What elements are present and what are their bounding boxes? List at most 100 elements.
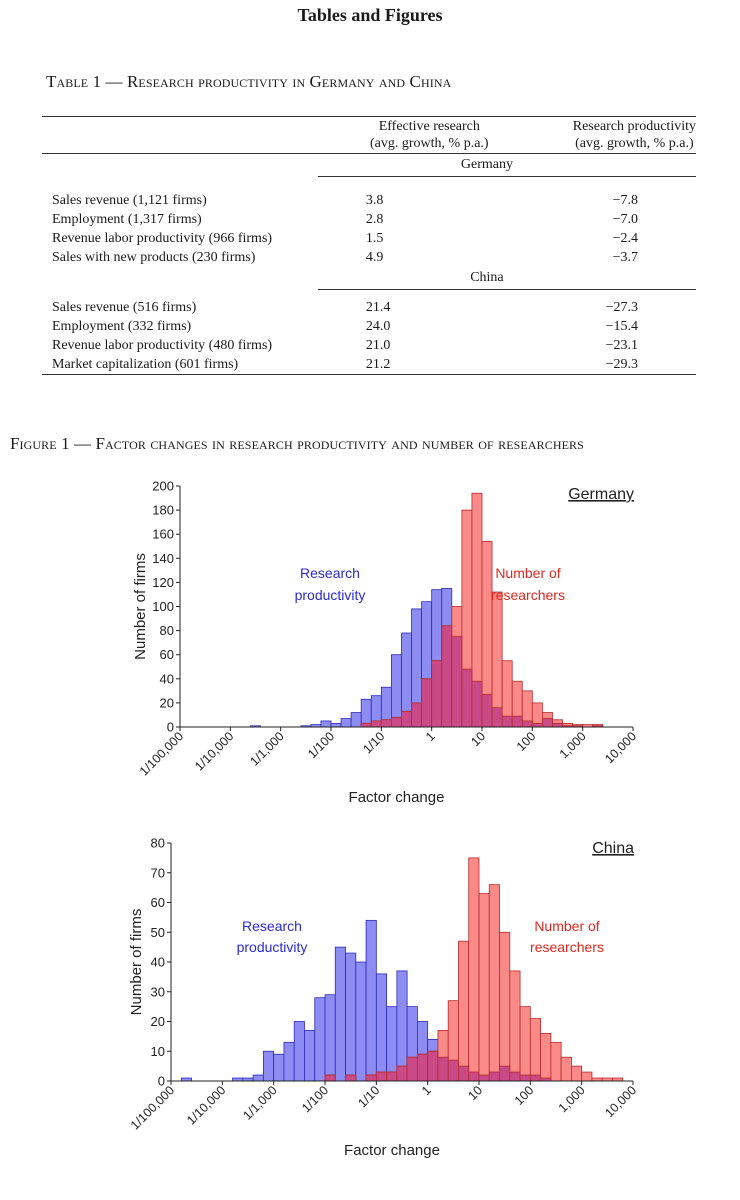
x-tick-label: 100: [512, 1083, 537, 1108]
histogram-bar-number-of-researchers: [550, 1041, 562, 1082]
histogram-bar-overlap: [552, 722, 563, 728]
histogram-bar-overlap: [406, 1056, 418, 1082]
china-histogram: 0 10 20 30 40 50 60 70 80 1/100,000 1/10,000 1/1,00…: [128, 836, 639, 1160]
histogram-bar-overlap: [451, 636, 463, 728]
histogram-bar-overlap: [380, 719, 392, 728]
histogram-bar-overlap: [386, 1071, 398, 1082]
y-tick-label: 70: [151, 865, 165, 880]
histogram-bar-research-productivity: [330, 722, 342, 728]
row-productivity: −27.3: [605, 299, 638, 315]
page-heading: Tables and Figures: [297, 5, 443, 25]
histogram-bar-number-of-researchers: [519, 1006, 531, 1082]
histogram-bar-number-of-researchers: [458, 940, 470, 1082]
x-tick-label: 1/100,000: [137, 729, 186, 778]
y-tick-label: 0: [167, 720, 174, 735]
histogram-bar-overlap: [501, 715, 513, 728]
table-row: Employment (1,317 firms) 2.8 −7.0: [42, 210, 696, 229]
group-label-germany: Germany: [317, 153, 696, 177]
x-tick-label: 1/1,000: [240, 1083, 279, 1122]
histogram-bar-research-productivity: [375, 973, 387, 1082]
y-tick-label: 80: [160, 623, 174, 638]
histogram-bar-research-productivity: [350, 712, 362, 728]
histogram-bar-overlap: [427, 1050, 439, 1082]
histogram-bar-overlap: [519, 1074, 531, 1082]
col-header-productivity-line1: Research productivity: [572, 119, 696, 134]
table-row: Sales with new products (230 firms) 4.9 −3…: [42, 248, 696, 267]
x-axis-label: Factor change: [344, 1142, 440, 1159]
x-tick-label: 1,000: [557, 729, 589, 761]
histogram-bar-overlap: [360, 722, 372, 728]
row-effective: 2.8: [365, 211, 384, 227]
histogram-bar-research-productivity: [390, 654, 402, 728]
histogram-bar-overlap: [511, 715, 523, 728]
row-label: Sales with new products (230 firms): [52, 249, 256, 265]
group-header-germany: Germany: [42, 153, 696, 177]
table-row: Employment (332 firms) 24.0 −15.4: [42, 317, 696, 336]
y-tick-label: 60: [160, 647, 174, 662]
histogram-bar-overlap: [468, 1071, 480, 1082]
row-productivity: −7.0: [612, 211, 638, 227]
histogram-bar-number-of-researchers: [491, 591, 503, 728]
series-label-number-of-researchers: Number of researchers: [530, 918, 604, 955]
col-header-effective: Effective research (avg. growth, % p.a.): [317, 116, 533, 154]
histogram-bar-research-productivity: [334, 946, 346, 1082]
y-tick-label: 0: [158, 1074, 165, 1089]
histogram-bar-overlap: [370, 720, 382, 728]
histogram-bar-number-of-researchers: [529, 1018, 542, 1082]
row-effective: 3.8: [365, 192, 384, 208]
histogram-bar-overlap: [390, 716, 402, 728]
row-label: Employment (332 firms): [52, 318, 192, 334]
histogram-bar-overlap: [441, 625, 453, 728]
row-productivity: −3.7: [612, 249, 638, 265]
histogram-bar-overlap: [542, 718, 553, 728]
row-productivity: −15.4: [605, 318, 638, 334]
histogram-bar-number-of-researchers: [478, 893, 490, 1082]
table-header-row: Effective research (avg. growth, % p.a.)…: [42, 116, 696, 154]
histogram-bar-research-productivity: [365, 919, 377, 1082]
table-row: Revenue labor productivity (966 firms) 1.…: [42, 229, 696, 248]
series-label-research-productivity: Research productivity: [237, 918, 308, 955]
histogram-bar-overlap: [521, 720, 533, 728]
col-header-productivity: Research productivity (avg. growth, % p.…: [532, 116, 696, 154]
research-productivity-table: Effective research (avg. growth, % p.a.)…: [42, 116, 696, 375]
histogram-bar-overlap: [431, 660, 443, 728]
table-row: Revenue labor productivity (480 firms) 21…: [42, 336, 696, 355]
histogram-bar-overlap: [345, 1074, 357, 1082]
y-tick-label: 20: [160, 695, 174, 710]
y-tick-label: 50: [151, 925, 165, 940]
row-effective: 24.0: [365, 318, 391, 334]
y-tick-label: 180: [152, 503, 174, 518]
histogram-bar-number-of-researchers: [571, 1065, 583, 1082]
histogram-bar-number-of-researchers: [560, 1056, 572, 1082]
row-productivity: −2.4: [612, 230, 638, 246]
row-label: Sales revenue (516 firms): [52, 299, 197, 315]
series-label-research-productivity: Research productivity: [295, 565, 366, 603]
histogram-bar-overlap: [491, 707, 503, 728]
y-tick-label: 30: [151, 984, 165, 999]
row-productivity: −23.1: [605, 337, 638, 353]
y-tick-label: 140: [152, 551, 174, 566]
row-label: Revenue labor productivity (480 firms): [52, 337, 273, 353]
histogram-bar-overlap: [365, 1074, 377, 1082]
histogram-bar-number-of-researchers: [468, 857, 480, 1082]
histogram-bar-overlap: [471, 680, 483, 728]
x-tick-label: 1/100: [299, 1083, 331, 1115]
x-tick-label: 100: [514, 729, 539, 754]
histogram-bar-overlap: [416, 1053, 429, 1082]
y-tick-label: 80: [151, 836, 165, 851]
histogram-bar-overlap: [478, 1074, 490, 1082]
table-row: Sales revenue (1,121 firms) 3.8 −7.8: [42, 191, 696, 210]
row-label: Employment (1,317 firms): [52, 211, 202, 227]
histogram-bar-number-of-researchers: [509, 970, 521, 1082]
histogram-bar-research-productivity: [314, 997, 326, 1082]
row-effective: 1.5: [365, 230, 384, 246]
histogram-bar-research-productivity: [324, 994, 336, 1082]
histogram-bar-number-of-researchers: [540, 1032, 552, 1082]
x-tick-label: 10: [468, 729, 488, 749]
table-row: Sales revenue (516 firms) 21.4 −27.3: [42, 298, 696, 317]
histogram-bar-research-productivity: [252, 1074, 264, 1082]
histogram-bar-research-productivity: [360, 698, 372, 728]
histogram-bar-overlap: [531, 722, 543, 728]
histogram-bar-overlap: [401, 710, 412, 728]
row-effective: 4.9: [365, 249, 384, 265]
